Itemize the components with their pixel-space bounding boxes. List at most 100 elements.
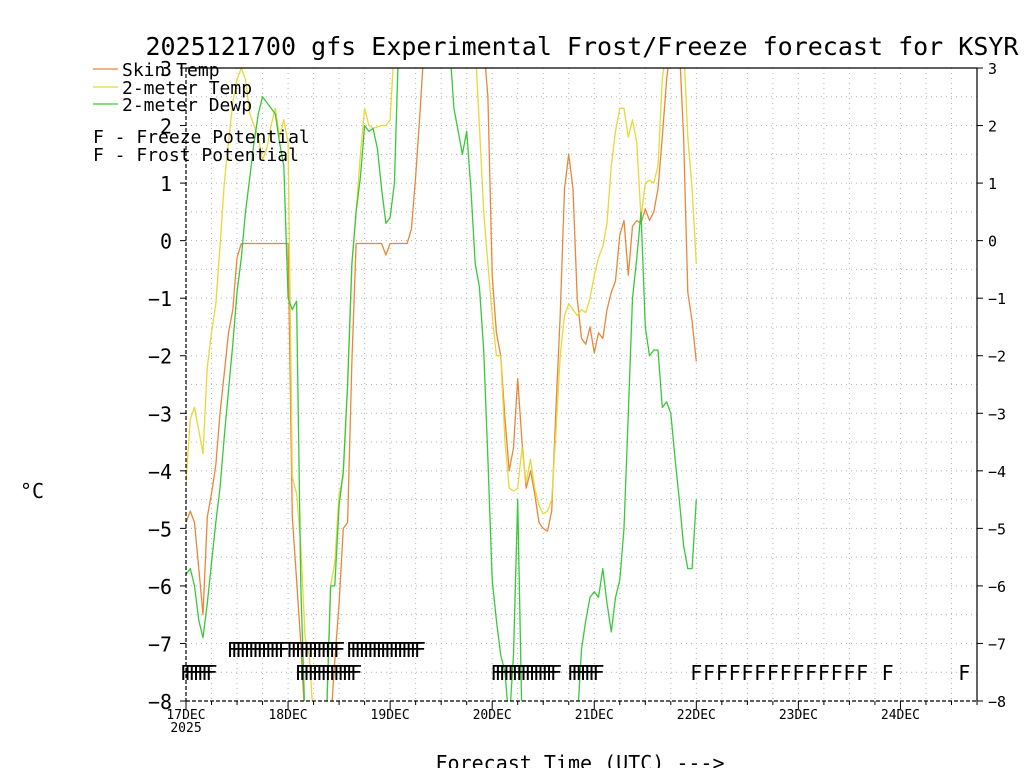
x-tick-label: 18DEC	[268, 708, 307, 723]
y-tick-label-left: 1	[160, 172, 172, 196]
freeze-potential-marker: F	[346, 661, 358, 685]
y-tick-label-left: 3	[160, 57, 172, 81]
frost-potential-marker: F	[227, 638, 239, 662]
frost-potential-marker: F	[244, 638, 256, 662]
grid	[186, 68, 977, 701]
frost-potential-marker: F	[320, 638, 332, 662]
frost-potential-marker: F	[261, 638, 273, 662]
y-tick-label-right: −6	[988, 578, 1006, 596]
freeze-potential-marker: F	[703, 661, 715, 685]
legend-label-skin-temp: Skin Temp	[122, 60, 220, 81]
frost-potential-marker: F	[346, 638, 358, 662]
two-meter-temp-line	[186, 68, 697, 701]
legend-freeze-potential: F - Freeze Potential	[93, 127, 310, 148]
freeze-potential-marker: F	[303, 661, 315, 685]
freeze-potential-marker: F	[516, 661, 528, 685]
x-tick-label: 22DEC	[677, 708, 716, 723]
axes: −8 −8 −7 −7 −6 −6 −5 −5 −4 −4 −3 −3 −2 −2 −1 −1 0 0 1 1 2 2 3 3…	[148, 57, 1006, 736]
freeze-potential-marker: F	[592, 661, 604, 685]
legend-label-2m-temp: 2-meter Temp	[122, 78, 252, 99]
x-tick-label: 21DEC	[575, 708, 614, 723]
chart-title: 2025121700 gfs Experimental Frost/Freeze…	[146, 32, 1020, 61]
y-tick-label-right: −3	[988, 405, 1006, 423]
freeze-potential-marker: F	[325, 661, 337, 685]
frost-potential-marker: F	[316, 638, 328, 662]
frost-potential-marker: F	[274, 638, 286, 662]
x-tick-sublabel: 2025	[170, 721, 201, 736]
frost-potential-marker: F	[397, 638, 409, 662]
y-tick-label-left: −6	[148, 575, 172, 599]
frost-potential-marker: F	[333, 638, 345, 662]
frost-potential-marker: F	[295, 638, 307, 662]
freeze-potential-marker: F	[741, 661, 753, 685]
freeze-potential-marker: F	[520, 661, 532, 685]
freeze-potential-marker: F	[805, 661, 817, 685]
y-tick-label-right: 3	[988, 60, 997, 78]
freeze-potential-marker: F	[188, 661, 200, 685]
freeze-potential-marker: F	[588, 661, 600, 685]
y-tick-label-left: −1	[148, 287, 172, 311]
y-tick-label-left: 2	[160, 115, 172, 139]
y-tick-label-left: −3	[148, 402, 172, 426]
freeze-potential-marker: F	[205, 661, 217, 685]
y-tick-label-right: 1	[988, 175, 997, 193]
frost-potential-marker: F	[286, 638, 298, 662]
freeze-potential-marker: F	[295, 661, 307, 685]
freeze-potential-marker: F	[716, 661, 728, 685]
y-tick-label-left: −4	[148, 460, 172, 484]
frost-potential-marker: F	[350, 638, 362, 662]
freeze-potential-marker: F	[495, 661, 507, 685]
frost-potential-marker: F	[231, 638, 243, 662]
freeze-potential-marker: F	[312, 661, 324, 685]
freeze-potential-marker: F	[541, 661, 553, 685]
freeze-potential-marker: F	[780, 661, 792, 685]
freeze-potential-marker: F	[537, 661, 549, 685]
frost-potential-marker: F	[359, 638, 371, 662]
frost-potential-marker: F	[240, 638, 252, 662]
y-tick-label-left: −2	[148, 345, 172, 369]
series-lines	[186, 68, 697, 701]
legend-frost-potential: F - Frost Potential	[93, 145, 299, 166]
freeze-potential-marker: F	[754, 661, 766, 685]
y-tick-label-left: −5	[148, 517, 172, 541]
freeze-potential-marker: F	[843, 661, 855, 685]
y-tick-label-right: −1	[988, 290, 1006, 308]
x-axis-label: Forecast Time (UTC) --->	[436, 751, 725, 768]
freeze-potential-marker: F	[767, 661, 779, 685]
y-tick-label-right: −4	[988, 463, 1006, 481]
frost-potential-marker: F	[367, 638, 379, 662]
freeze-potential-marker: F	[337, 661, 349, 685]
frost-potential-marker: F	[414, 638, 426, 662]
freeze-potential-marker: F	[333, 661, 345, 685]
freeze-potential-marker: F	[690, 661, 702, 685]
x-tick-label: 23DEC	[779, 708, 818, 723]
frost-potential-marker: F	[410, 638, 422, 662]
freeze-potential-marker: F	[533, 661, 545, 685]
freeze-potential-marker: F	[882, 661, 894, 685]
y-tick-label-right: 0	[988, 233, 997, 251]
frost-potential-marker: F	[405, 638, 417, 662]
freeze-potential-marker: F	[529, 661, 541, 685]
two-meter-dewp-line	[186, 68, 697, 701]
freeze-potential-marker: F	[197, 661, 209, 685]
freeze-potential-marker: F	[299, 661, 311, 685]
freeze-potential-marker: F	[856, 661, 868, 685]
skin-temp-line	[186, 68, 697, 701]
y-tick-label-left: −7	[148, 632, 172, 656]
freeze-potential-marker: F	[550, 661, 562, 685]
freeze-potential-marker: F	[350, 661, 362, 685]
freeze-potential-marker: F	[507, 661, 519, 685]
frost-potential-marker: F	[265, 638, 277, 662]
frost-potential-marker: F	[376, 638, 388, 662]
freeze-potential-marker: F	[580, 661, 592, 685]
freeze-potential-marker: F	[329, 661, 341, 685]
x-tick-label: 19DEC	[371, 708, 410, 723]
freeze-potential-marker: F	[729, 661, 741, 685]
y-tick-label-right: −2	[988, 348, 1006, 366]
frost-potential-marker: F	[325, 638, 337, 662]
frost-potential-marker: F	[401, 638, 413, 662]
freeze-potential-marker: F	[499, 661, 511, 685]
frost-potential-marker: F	[384, 638, 396, 662]
